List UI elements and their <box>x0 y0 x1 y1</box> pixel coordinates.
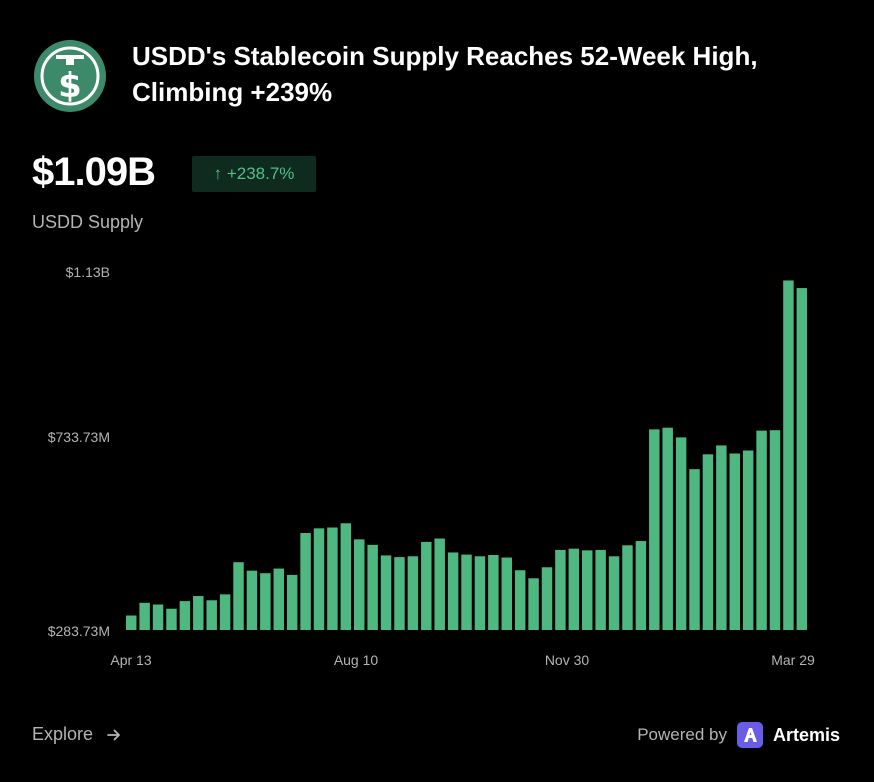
bar <box>407 556 419 630</box>
bar <box>729 453 740 630</box>
bar <box>367 544 378 630</box>
x-tick-label: Mar 29 <box>771 652 815 668</box>
bar <box>649 429 660 630</box>
bar <box>756 430 767 630</box>
y-tick-label: $283.73M <box>48 623 110 639</box>
bar <box>488 555 499 630</box>
bar <box>219 594 231 630</box>
bar <box>139 602 150 630</box>
x-tick-label: Aug 10 <box>334 652 379 668</box>
usdd-logo-icon: $ <box>34 40 106 112</box>
bar <box>783 280 794 630</box>
change-badge: ↑ +238.7% <box>192 156 316 192</box>
metric-label: USDD Supply <box>32 212 144 232</box>
bar <box>702 454 714 630</box>
bar <box>206 600 217 630</box>
y-tick-label: $1.13B <box>66 264 110 280</box>
bar <box>501 557 512 630</box>
bar <box>273 568 284 630</box>
bar <box>742 450 754 630</box>
bar <box>394 557 405 630</box>
bar <box>447 552 459 630</box>
bar <box>528 578 539 630</box>
bar <box>541 567 553 630</box>
bar <box>568 548 580 630</box>
bar <box>796 288 808 630</box>
bar <box>461 554 472 630</box>
bar <box>126 615 137 630</box>
bar <box>635 541 647 630</box>
arrow-right-icon <box>107 729 120 740</box>
bar <box>313 528 325 630</box>
brand-name: Artemis <box>772 724 840 745</box>
bar <box>514 570 526 630</box>
bar <box>622 545 633 630</box>
bar <box>716 445 727 630</box>
bar <box>595 549 606 630</box>
powered-by-label: Powered by <box>637 725 727 744</box>
powered-by: Powered by Artemis <box>637 722 840 748</box>
bar <box>555 549 566 630</box>
bar <box>193 596 204 630</box>
explore-link[interactable]: Explore <box>32 724 123 745</box>
bar <box>434 538 445 630</box>
bar <box>582 550 593 630</box>
bar <box>380 555 392 630</box>
bar <box>608 556 620 630</box>
bar <box>300 533 311 630</box>
x-tick-label: Nov 30 <box>545 652 590 668</box>
bar <box>421 541 432 630</box>
bar <box>689 469 700 630</box>
bar <box>769 430 781 630</box>
bar <box>675 437 687 630</box>
bar <box>260 573 271 630</box>
bar <box>327 527 338 630</box>
bar <box>179 601 191 630</box>
bar <box>286 574 298 630</box>
y-tick-label: $733.73M <box>48 429 110 445</box>
explore-label: Explore <box>32 724 94 744</box>
page-title: USDD's Stablecoin Supply Reaches 52-Week… <box>132 41 758 107</box>
svg-text:$: $ <box>58 66 82 106</box>
artemis-logo-icon <box>736 722 763 748</box>
bar <box>152 604 164 630</box>
x-tick-label: Apr 13 <box>110 652 151 668</box>
bar <box>474 556 486 630</box>
current-value: $1.09B <box>32 150 156 194</box>
bar <box>233 562 244 630</box>
bar <box>340 523 352 630</box>
bar <box>246 570 258 630</box>
bar <box>166 608 177 630</box>
bar <box>662 427 673 630</box>
bar <box>354 539 365 630</box>
